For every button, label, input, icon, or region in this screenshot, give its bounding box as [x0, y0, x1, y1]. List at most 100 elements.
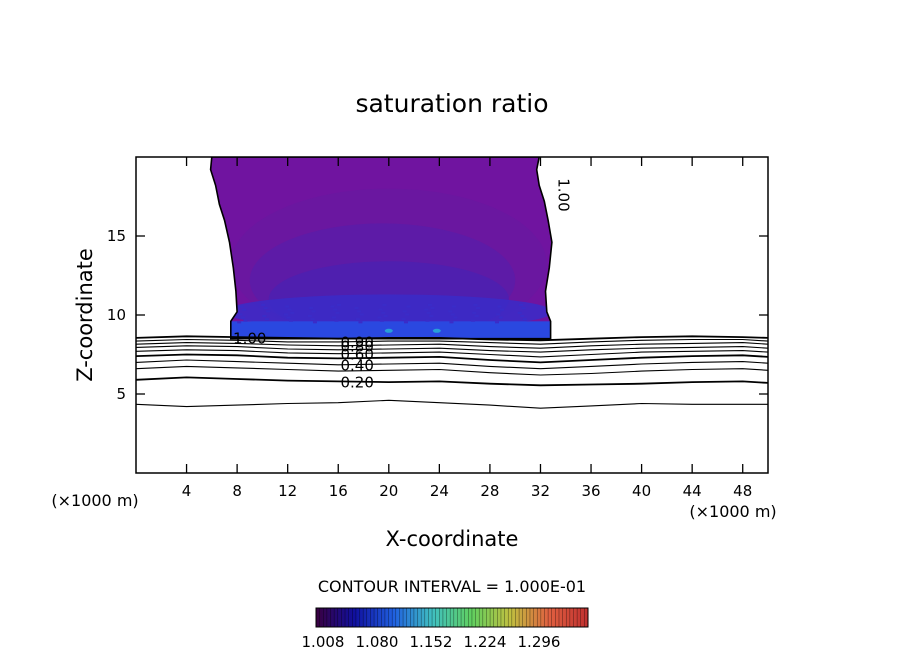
- fill-speck: [405, 313, 410, 316]
- fill-speck: [494, 321, 499, 324]
- fill-layers: [224, 188, 552, 339]
- colorbar-tick-label: 1.224: [464, 633, 507, 651]
- fill-speck: [357, 310, 362, 313]
- chart-title: saturation ratio: [355, 89, 548, 118]
- contour-labels: 0.200.400.600.800.90 1.00 1.00: [233, 178, 573, 391]
- x-tick-label: 40: [632, 482, 651, 500]
- y-tick-label: 15: [107, 227, 126, 245]
- x-tick-label: 36: [581, 482, 600, 500]
- fill-speck: [473, 303, 478, 306]
- fill-speck: [498, 316, 503, 319]
- fill-speck: [474, 315, 479, 317]
- fill-speck: [285, 305, 290, 308]
- contour-interval-text: CONTOUR INTERVAL = 1.000E-01: [318, 577, 586, 596]
- fill-speck: [403, 321, 408, 324]
- x-tick-label: 8: [232, 482, 242, 500]
- fill-speck: [383, 315, 388, 317]
- fill-speck: [518, 303, 523, 306]
- contour-line: [136, 342, 768, 349]
- fill-speck: [336, 303, 341, 306]
- cloud-boundary: [209, 157, 553, 340]
- y-tick-label: 5: [116, 385, 126, 403]
- fill-speck: [309, 307, 314, 310]
- fill-speck: [333, 308, 338, 311]
- contour-lines: [136, 335, 768, 409]
- fill-speck: [286, 316, 291, 319]
- fill-speck: [382, 303, 387, 306]
- fill-speck: [238, 313, 243, 316]
- x-tick-label: 12: [278, 482, 297, 500]
- fill-speck: [496, 313, 501, 316]
- contour-label: 1.00: [233, 329, 266, 347]
- fill-speck: [381, 311, 386, 314]
- fill-speck: [402, 310, 407, 313]
- fill-speck: [476, 307, 481, 310]
- cloud-boundary-label: 1.00: [555, 178, 573, 211]
- fill-speck: [453, 316, 458, 319]
- fill-speck: [262, 315, 267, 317]
- fill-speck: [520, 315, 525, 317]
- fill-speck: [500, 308, 505, 311]
- colorbar-tick-label: 1.152: [410, 633, 453, 651]
- y-axis: 5 10 15: [107, 227, 768, 403]
- fill-speck: [378, 308, 383, 311]
- fill-speck: [331, 316, 336, 319]
- fill-spot: [432, 328, 441, 333]
- contour-line: [136, 399, 768, 409]
- fill-speck: [448, 310, 453, 313]
- fill-speck: [379, 319, 384, 322]
- fill-speck: [261, 303, 266, 306]
- fill-speck: [264, 318, 269, 321]
- y-axis-label: Z-coordinate: [73, 248, 97, 382]
- contour-line: [136, 349, 768, 358]
- fill-speck: [307, 315, 312, 317]
- fill-speck: [239, 305, 244, 308]
- fill-speck: [283, 313, 288, 316]
- fill-speck: [355, 318, 360, 321]
- contour-line: [136, 338, 768, 345]
- fill-speck: [263, 307, 268, 310]
- contour-line: [136, 365, 768, 376]
- colorbar-gradient: [315, 607, 589, 628]
- contour-label: 0.60: [340, 345, 373, 363]
- colorbar-tick-label: 1.296: [518, 633, 561, 651]
- fill-speck: [312, 321, 317, 324]
- fill-speck: [266, 310, 271, 313]
- contour-line: [136, 345, 768, 353]
- x-axis: 4 8 12 16 20 24 28 32 36 40 44 48: [182, 157, 752, 500]
- fill-speck: [242, 308, 247, 311]
- fill-speck: [359, 313, 364, 316]
- plot-area: [136, 157, 768, 409]
- fill-speck: [521, 307, 526, 310]
- x-tick-label: 16: [329, 482, 348, 500]
- x-axis-label: X-coordinate: [386, 527, 519, 551]
- fill-speck: [288, 319, 293, 322]
- fill-speck: [427, 303, 432, 306]
- fill-speck: [497, 305, 502, 308]
- fill-speck: [425, 319, 430, 322]
- colorbar-tick-label: 1.008: [302, 633, 345, 651]
- fill-speck: [354, 307, 359, 310]
- colorbar-labels: 1.008 1.080 1.152 1.224 1.296: [302, 633, 561, 651]
- contour-label: 0.40: [340, 356, 373, 374]
- x-tick-label: 4: [182, 482, 192, 500]
- x-unit-right: (×1000 m): [689, 502, 776, 521]
- fill-speck: [449, 321, 454, 324]
- contour-label: 0.90: [340, 334, 373, 352]
- colorbar-divisions: [319, 608, 585, 627]
- x-tick-label: 48: [733, 482, 752, 500]
- fill-speck: [334, 319, 339, 322]
- fill-speck: [335, 311, 340, 314]
- cloud-region: [209, 157, 553, 340]
- fill-speck: [290, 311, 295, 314]
- contour-line: [136, 359, 768, 370]
- colorbar-tick-label: 1.080: [356, 633, 399, 651]
- contour-label: 0.20: [340, 374, 373, 392]
- x-tick-label: 28: [480, 482, 499, 500]
- contour-line: [136, 335, 768, 342]
- fill-speck: [358, 321, 363, 324]
- x-unit-left: (×1000 m): [51, 491, 138, 510]
- y-tick-label: 10: [107, 306, 126, 324]
- fill-speck: [426, 311, 431, 314]
